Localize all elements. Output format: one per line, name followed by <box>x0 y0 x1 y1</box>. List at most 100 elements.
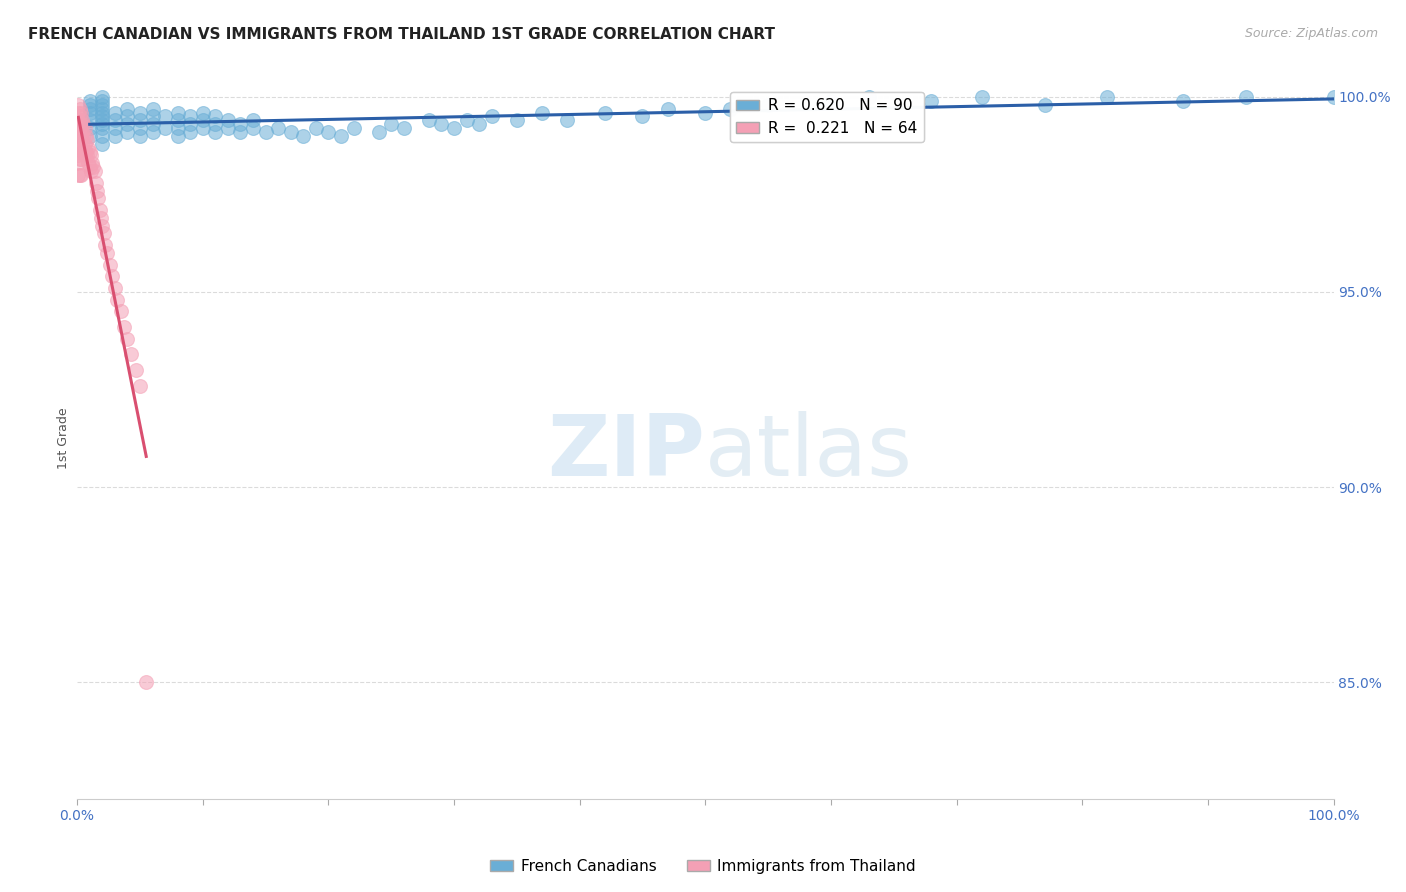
Legend: R = 0.620   N = 90, R =  0.221   N = 64: R = 0.620 N = 90, R = 0.221 N = 64 <box>730 92 924 142</box>
Point <box>112 320 135 334</box>
Point <box>70 168 93 182</box>
Point <box>80 164 103 178</box>
Point <box>76 133 98 147</box>
Point <box>98 258 121 272</box>
Point <box>720 102 742 116</box>
Point <box>292 128 315 143</box>
Point <box>430 117 453 131</box>
Point <box>141 117 163 131</box>
Point <box>93 227 115 241</box>
Point <box>67 113 90 128</box>
Point <box>318 125 340 139</box>
Text: FRENCH CANADIAN VS IMMIGRANTS FROM THAILAND 1ST GRADE CORRELATION CHART: FRENCH CANADIAN VS IMMIGRANTS FROM THAIL… <box>28 27 775 42</box>
Point <box>91 117 114 131</box>
Point <box>69 102 91 116</box>
Point <box>69 153 91 167</box>
Point <box>135 675 157 690</box>
Point <box>72 128 94 143</box>
Point <box>70 117 93 131</box>
Point <box>94 238 117 252</box>
Point <box>456 113 478 128</box>
Point <box>695 105 717 120</box>
Point <box>129 128 152 143</box>
Point <box>418 113 440 128</box>
Point <box>104 121 127 136</box>
Point <box>91 102 114 116</box>
Point <box>79 145 101 159</box>
Point <box>91 90 114 104</box>
Point <box>70 105 93 120</box>
Point <box>267 121 290 136</box>
Point <box>79 160 101 174</box>
Point <box>69 168 91 182</box>
Point <box>506 113 529 128</box>
Point <box>104 128 127 143</box>
Point <box>110 304 132 318</box>
Point <box>117 332 139 346</box>
Legend: French Canadians, Immigrants from Thailand: French Canadians, Immigrants from Thaila… <box>484 853 922 880</box>
Point <box>79 113 101 128</box>
Point <box>129 378 152 392</box>
Text: Source: ZipAtlas.com: Source: ZipAtlas.com <box>1244 27 1378 40</box>
Point <box>105 293 128 307</box>
Point <box>70 136 93 151</box>
Point <box>72 145 94 159</box>
Point <box>858 90 880 104</box>
Point <box>73 121 96 136</box>
Point <box>75 145 97 159</box>
Point <box>1097 90 1119 104</box>
Point <box>468 117 491 131</box>
Point <box>77 141 100 155</box>
Point <box>70 125 93 139</box>
Point <box>86 184 108 198</box>
Point <box>970 90 993 104</box>
Point <box>117 110 139 124</box>
Point <box>191 105 214 120</box>
Point <box>67 148 90 162</box>
Point <box>204 110 226 124</box>
Point <box>83 164 105 178</box>
Text: ZIP: ZIP <box>547 411 706 494</box>
Point <box>79 121 101 136</box>
Point <box>153 110 176 124</box>
Point <box>217 121 239 136</box>
Text: atlas: atlas <box>706 411 914 494</box>
Point <box>91 110 114 124</box>
Point <box>141 125 163 139</box>
Point <box>1322 90 1344 104</box>
Point <box>1171 94 1194 108</box>
Point <box>104 281 127 295</box>
Point <box>117 102 139 116</box>
Point <box>91 105 114 120</box>
Point <box>87 191 110 205</box>
Point <box>367 125 389 139</box>
Point <box>280 125 302 139</box>
Point <box>305 121 328 136</box>
Point <box>191 121 214 136</box>
Point <box>70 141 93 155</box>
Point <box>69 141 91 155</box>
Point <box>84 176 107 190</box>
Point <box>129 113 152 128</box>
Point <box>69 121 91 136</box>
Point <box>89 202 111 217</box>
Point <box>79 105 101 120</box>
Point <box>141 110 163 124</box>
Point <box>79 97 101 112</box>
Point <box>69 128 91 143</box>
Point <box>70 153 93 167</box>
Point <box>67 128 90 143</box>
Point <box>125 363 148 377</box>
Point <box>67 156 90 170</box>
Point <box>242 113 264 128</box>
Point <box>70 113 93 128</box>
Point <box>820 94 842 108</box>
Point <box>77 156 100 170</box>
Point <box>96 246 118 260</box>
Point <box>101 269 124 284</box>
Point <box>73 148 96 162</box>
Point <box>756 97 779 112</box>
Point <box>242 121 264 136</box>
Point <box>179 125 201 139</box>
Point <box>254 125 277 139</box>
